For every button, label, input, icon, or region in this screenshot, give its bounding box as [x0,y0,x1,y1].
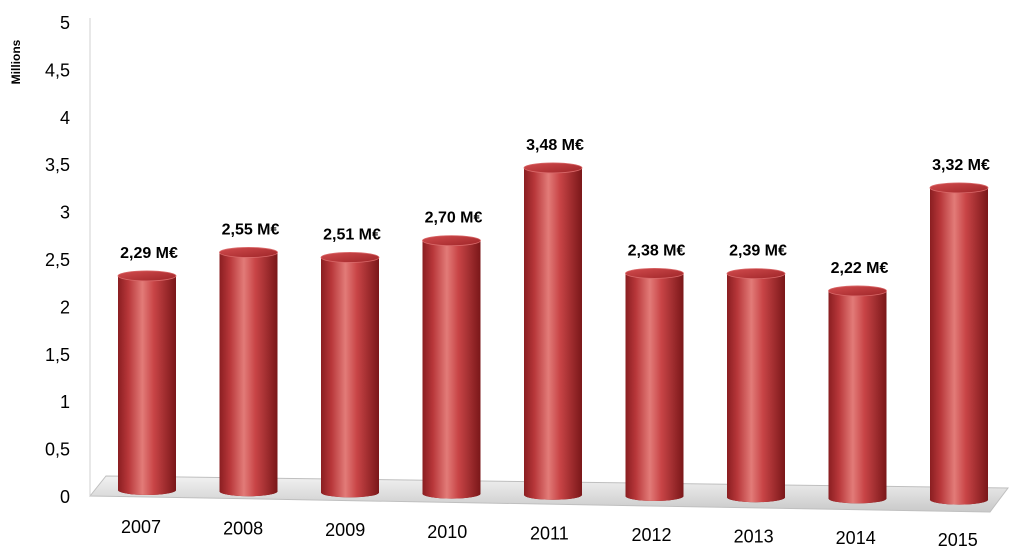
bar-body [524,167,582,495]
y-tick-label: 4,5 [45,60,70,80]
bar-top [320,252,380,263]
bar-bottom [930,494,988,505]
y-tick-label: 2 [60,297,70,317]
labels: 2,29 M€ 2007 2,55 M€ 2008 2,51 M€ 2009 2,70 M€… [120,137,990,549]
y-tick-label: 0,5 [45,440,70,460]
bar-bottom [321,487,379,498]
bar-bottom [422,488,481,499]
data-label: 2,22 M€ [831,260,889,277]
bar [523,162,583,500]
data-label: 2,38 M€ [628,242,686,259]
bar-top [726,268,786,280]
x-tick-label: 2012 [631,525,671,545]
x-tick-label: 2008 [223,519,263,539]
bar-bottom [828,493,887,504]
data-label: 3,48 M€ [526,137,584,154]
data-label: 2,55 M€ [222,221,280,238]
x-tick-label: 2011 [530,523,569,543]
bar [117,270,177,495]
bar-body [828,290,887,499]
data-label: 2,39 M€ [729,243,787,260]
x-tick-label: 2009 [325,520,365,540]
bar-bottom [727,492,785,503]
y-tick-label: 4 [60,108,70,128]
y-tick-label: 2,5 [45,250,70,270]
x-tick-label: 2014 [836,528,876,548]
bar-bottom [625,491,684,501]
bar-body [930,187,988,500]
x-tick-label: 2015 [938,530,978,549]
y-axis: 0 0,5 1 1,5 2 2,5 3 3,5 4 4,5 5 Millions [9,13,91,507]
x-tick-label: 2013 [734,527,774,547]
bar [929,182,989,505]
bar [726,268,786,503]
x-tick-label: 2007 [121,517,161,537]
data-label: 3,32 M€ [932,157,990,174]
bar-body [727,273,785,498]
bar-top [523,162,583,174]
bar-top [828,285,887,297]
bar-top [625,267,684,279]
bar-body [118,275,176,490]
bar-bottom [118,485,176,495]
bar-body [321,257,379,493]
bar-body [625,273,684,496]
bar [219,247,278,497]
data-label: 2,29 M€ [120,245,178,262]
y-axis-title: Millions [9,39,23,84]
bar-body [219,252,278,492]
bar-top [117,270,177,282]
bar-top [219,247,278,258]
y-tick-label: 1 [60,392,70,412]
bar [625,267,684,501]
bars [117,162,989,505]
bar-bottom [219,486,278,497]
bar [828,285,887,504]
y-tick-label: 3,5 [45,155,70,175]
data-label: 2,51 M€ [323,226,381,243]
bar-body [422,240,481,494]
bar-top [422,235,481,247]
y-tick-label: 0 [60,487,70,507]
bar-top [929,182,989,194]
y-tick-label: 3 [60,203,70,223]
data-label: 2,70 M€ [425,210,483,227]
bar [422,235,481,499]
x-tick-label: 2010 [427,522,467,542]
y-tick-label: 1,5 [45,345,70,365]
bar-bottom [524,489,582,500]
y-tick-label: 5 [60,13,70,33]
bar [320,252,380,498]
